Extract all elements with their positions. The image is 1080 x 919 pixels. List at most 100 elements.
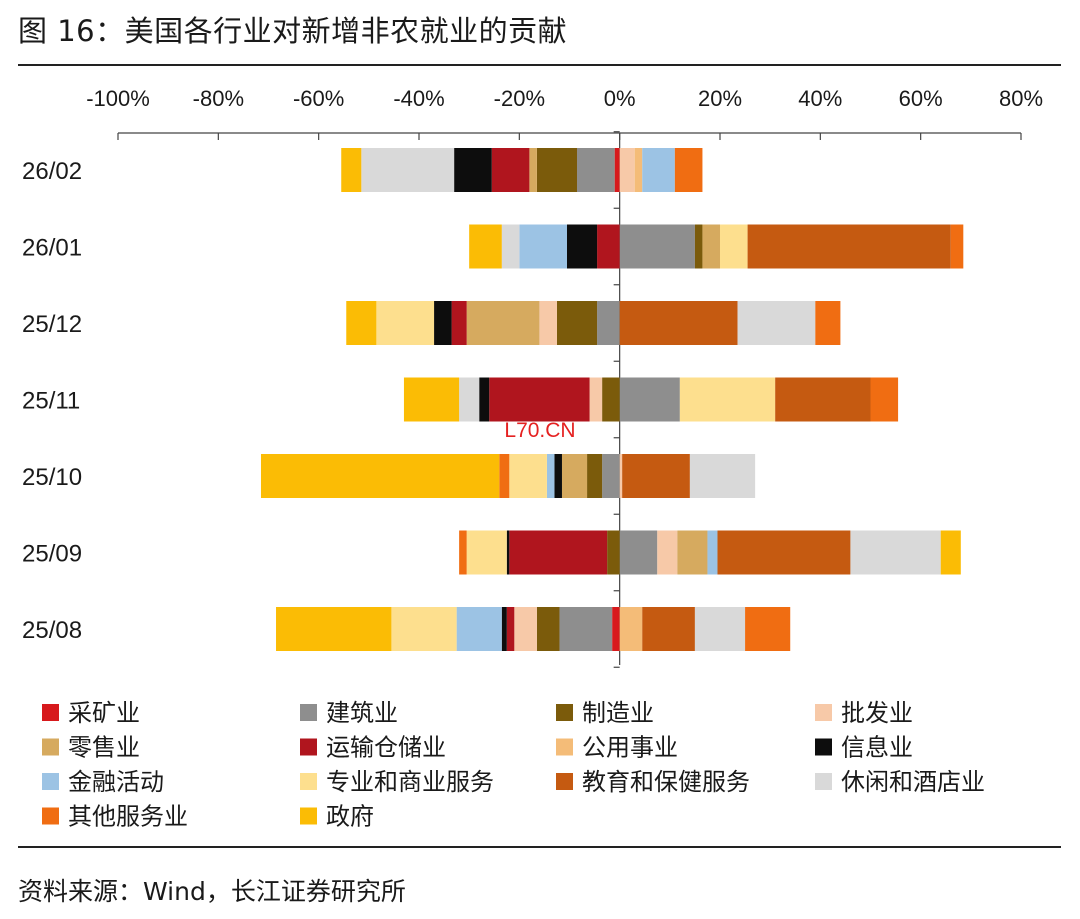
- bar-segment: [459, 377, 480, 422]
- legend-item: 专业和商业服务: [300, 768, 494, 796]
- bar-segment: [491, 148, 530, 192]
- bar-segment: [720, 224, 748, 269]
- bar-segment: [459, 530, 467, 575]
- legend-item: 制造业: [556, 699, 654, 727]
- bar-segment: [489, 377, 590, 422]
- legend-swatch: [556, 738, 573, 756]
- legend-label: 制造业: [582, 699, 654, 727]
- bar-segment: [361, 148, 455, 192]
- bar-segment: [619, 530, 658, 575]
- legend-item: 信息业: [815, 734, 913, 762]
- legend-swatch: [300, 738, 317, 756]
- legend-swatch: [556, 704, 573, 721]
- bar-segment: [602, 377, 620, 422]
- bar-segment: [619, 377, 680, 422]
- bar-segment: [539, 301, 557, 345]
- bar-segment: [434, 301, 452, 345]
- y-category-label: 25/09: [22, 541, 82, 568]
- bar-segment: [619, 224, 695, 269]
- bar-segment: [950, 224, 964, 269]
- bar-segment: [612, 607, 620, 651]
- x-tick-label: 80%: [999, 86, 1043, 111]
- bar-segment: [536, 607, 560, 651]
- legend-label: 其他服务业: [68, 803, 188, 831]
- bar-segment: [546, 454, 555, 498]
- y-category-label: 26/02: [22, 158, 82, 185]
- legend-swatch: [300, 704, 317, 721]
- legend-swatch: [42, 807, 59, 825]
- legend-label: 休闲和酒店业: [841, 768, 985, 796]
- legend-swatch: [42, 738, 59, 756]
- legend-label: 运输仓储业: [326, 734, 446, 762]
- bar-segment: [619, 607, 643, 651]
- bar-segment: [737, 301, 816, 345]
- bar-segment: [341, 148, 362, 192]
- legend-swatch: [815, 738, 832, 756]
- legend-item: 休闲和酒店业: [815, 768, 985, 796]
- bar-segment: [607, 530, 620, 575]
- bar-segment: [850, 530, 941, 575]
- x-tick-label: -80%: [193, 86, 244, 111]
- legend-item: 运输仓储业: [300, 734, 446, 762]
- legend-item: 批发业: [815, 699, 913, 727]
- bar-segment: [634, 148, 643, 192]
- bar-segment: [501, 224, 520, 269]
- legend-label: 信息业: [841, 734, 913, 762]
- legend-swatch: [815, 704, 832, 721]
- bar-segment: [276, 607, 392, 651]
- bar-segment: [642, 148, 675, 192]
- bar-segment: [940, 530, 961, 575]
- bar-segment: [536, 148, 578, 192]
- bar-segment: [745, 607, 791, 651]
- bar-segment: [509, 454, 547, 498]
- x-tick-label: 20%: [698, 86, 742, 111]
- legend-swatch: [815, 773, 832, 790]
- bar-segment: [679, 377, 776, 422]
- bar-segment: [529, 148, 537, 192]
- bar-segment: [642, 607, 695, 651]
- bar-segment: [815, 301, 841, 345]
- legend-swatch: [42, 704, 59, 721]
- bar-segment: [554, 454, 562, 498]
- bar-segment: [597, 224, 620, 269]
- bar-segment: [614, 148, 620, 192]
- legend-item: 教育和保健服务: [556, 768, 750, 796]
- x-tick-label: -40%: [393, 86, 444, 111]
- bar-segment: [589, 377, 603, 422]
- legend-label: 零售业: [68, 734, 140, 762]
- bar-segment: [689, 454, 756, 498]
- source-note: 资料来源：Wind，长江证券研究所: [18, 877, 406, 906]
- bar-segment: [469, 224, 502, 269]
- x-tick-label: 60%: [899, 86, 943, 111]
- bar-segment: [376, 301, 435, 345]
- y-category-label: 25/11: [22, 388, 80, 415]
- legend-swatch: [42, 773, 59, 790]
- legend-label: 金融活动: [68, 768, 164, 796]
- legend-label: 批发业: [841, 699, 913, 727]
- bar-segment: [451, 301, 467, 345]
- y-category-label: 25/08: [22, 617, 82, 644]
- bar-segment: [466, 301, 540, 345]
- bar-segment: [619, 454, 623, 498]
- bar-segment: [391, 607, 457, 651]
- x-tick-label: -60%: [293, 86, 344, 111]
- top-rule: [18, 64, 1061, 66]
- legend-label: 建筑业: [326, 699, 398, 727]
- bar-segment: [674, 148, 703, 192]
- bar-segment: [619, 301, 738, 345]
- x-tick-label: -100%: [86, 86, 150, 111]
- bar-segment: [501, 607, 507, 651]
- bar-segment: [597, 301, 620, 345]
- bar-segment: [260, 454, 500, 498]
- bar-segment: [456, 607, 502, 651]
- bar-segment: [466, 530, 507, 575]
- legend-label: 教育和保健服务: [582, 768, 750, 796]
- bar-segment: [694, 224, 703, 269]
- legend-label: 专业和商业服务: [326, 768, 494, 796]
- x-tick-label: 0%: [604, 86, 636, 111]
- bar-segment: [677, 530, 708, 575]
- y-category-label: 25/12: [22, 311, 82, 338]
- legend-item: 零售业: [42, 734, 140, 762]
- legend-item: 建筑业: [300, 699, 398, 727]
- legend-swatch: [556, 773, 573, 790]
